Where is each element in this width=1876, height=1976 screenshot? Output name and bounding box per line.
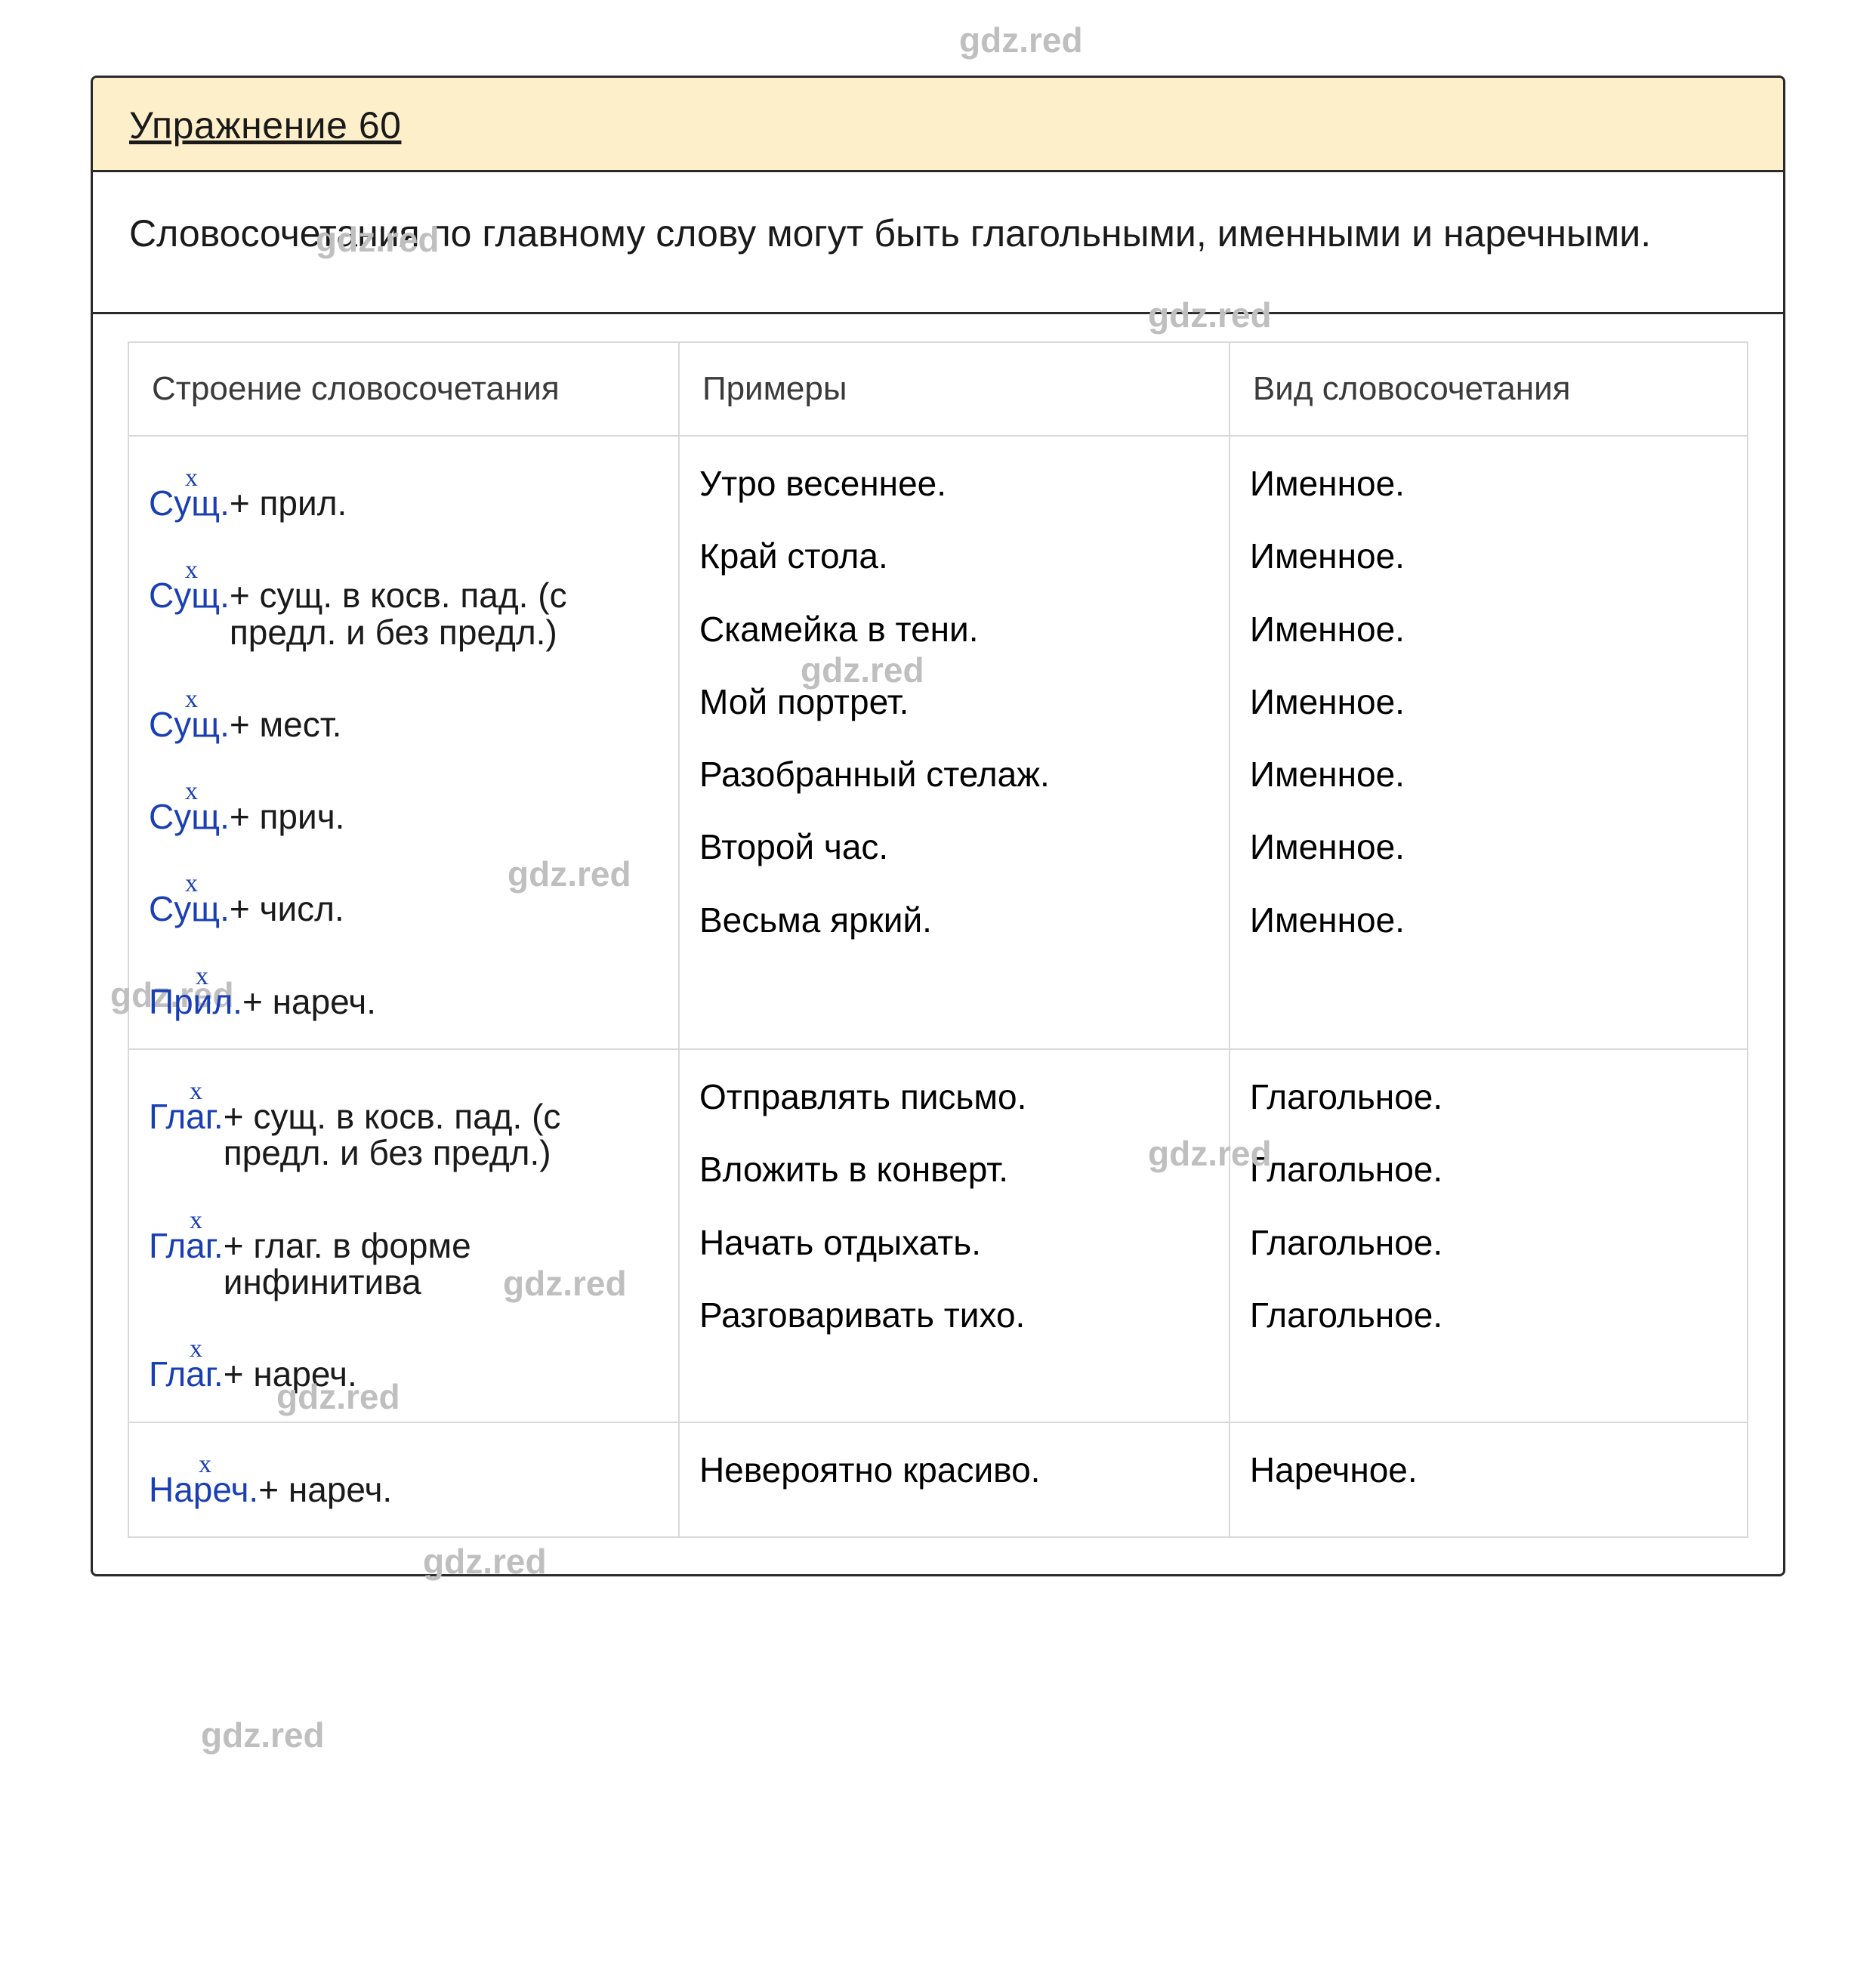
structure-item: xСущ. + прич. — [149, 779, 656, 835]
example-item: Второй час. — [699, 829, 1206, 865]
page-root: gdz.redgdz.redgdz.redgdz.redgdz.redgdz.r… — [0, 0, 1876, 1976]
cell-examples: Отправлять письмо. Вложить в конверт. Нача… — [679, 1049, 1230, 1422]
example-item: Вложить в конверт. — [699, 1151, 1206, 1187]
exercise-title: Упражнение 60 — [129, 104, 401, 147]
structure-text: Глаг. + глаг. в форме инфинитива — [149, 1227, 656, 1301]
watermark-text: gdz.red — [201, 1715, 325, 1755]
table-row: xНареч. + нареч. Невероятно красиво. Нареч… — [128, 1422, 1748, 1537]
structure-item: xСущ. + прил. — [149, 465, 656, 521]
structure-tail: + глаг. в форме инфинитива — [224, 1227, 656, 1301]
main-word: Сущ. — [149, 706, 230, 743]
example-item: Разобранный стелаж. — [699, 756, 1206, 792]
structure-text: Сущ. + мест. — [149, 706, 341, 743]
structure-item: xНареч. + нареч. — [149, 1452, 656, 1508]
table-container: Строение словосочетания Примеры Вид слов… — [93, 314, 1783, 1574]
example-item: Скамейка в тени. — [699, 611, 1206, 647]
structure-text: Прил. + нареч. — [149, 983, 376, 1020]
table-row: xГлаг. + сущ. в косв. пад. (с предл. и б… — [128, 1049, 1748, 1422]
structure-text: Глаг. + сущ. в косв. пад. (с предл. и бе… — [149, 1098, 656, 1172]
example-item: Утро весеннее. — [699, 465, 1206, 502]
col-kind: Вид словосочетания — [1230, 342, 1748, 436]
kind-item: Именное. — [1250, 829, 1724, 865]
cell-kind: Глагольное. Глагольное. Глагольное. Глаголь… — [1230, 1049, 1748, 1422]
table-row: xСущ. + прил. xСущ. + сущ. в косв. пад. (… — [128, 436, 1748, 1049]
kind-item: Глагольное. — [1250, 1079, 1724, 1115]
example-item: Невероятно красиво. — [699, 1452, 1206, 1488]
main-word: Прил. — [149, 983, 242, 1020]
table-header-row: Строение словосочетания Примеры Вид слов… — [128, 342, 1748, 436]
cell-kind: Именное. Именное. Именное. Именное. Именное.… — [1230, 436, 1748, 1049]
structure-text: Глаг. + нареч. — [149, 1356, 357, 1392]
structure-tail: + мест. — [230, 706, 342, 743]
kind-item: Именное. — [1250, 538, 1724, 574]
cell-kind: Наречное. — [1230, 1422, 1748, 1537]
example-item: Отправлять письмо. — [699, 1079, 1206, 1115]
structure-item: xГлаг. + сущ. в косв. пад. (с предл. и б… — [149, 1079, 656, 1172]
kind-item: Наречное. — [1250, 1452, 1724, 1488]
structure-item: xПрил. + нареч. — [149, 964, 656, 1020]
kind-item: Именное. — [1250, 902, 1724, 938]
main-word: Сущ. — [149, 891, 230, 927]
main-word: Сущ. — [149, 577, 230, 613]
structure-tail: + нареч. — [258, 1471, 392, 1508]
example-item: Разговаривать тихо. — [699, 1297, 1206, 1333]
example-item: Край стола. — [699, 538, 1206, 574]
cell-examples: Невероятно красиво. — [679, 1422, 1230, 1537]
main-word: Сущ. — [149, 485, 230, 521]
structure-tail: + прил. — [230, 485, 347, 521]
structure-item: xГлаг. + глаг. в форме инфинитива — [149, 1208, 656, 1301]
table-body: xСущ. + прил. xСущ. + сущ. в косв. пад. (… — [128, 436, 1748, 1537]
structure-tail: + нареч. — [242, 983, 376, 1020]
structure-text: Сущ. + сущ. в косв. пад. (с предл. и без… — [149, 577, 656, 650]
kind-item: Глагольное. — [1250, 1224, 1724, 1261]
cell-structure: xСущ. + прил. xСущ. + сущ. в косв. пад. (… — [128, 436, 679, 1049]
example-item: Весьма яркий. — [699, 902, 1206, 938]
structure-text: Нареч. + нареч. — [149, 1471, 392, 1508]
structure-item: xСущ. + сущ. в косв. пад. (с предл. и бе… — [149, 557, 656, 650]
col-examples: Примеры — [679, 342, 1230, 436]
structure-tail: + сущ. в косв. пад. (с предл. и без пред… — [224, 1098, 656, 1172]
main-word: Глаг. — [149, 1227, 224, 1264]
structure-tail: + прич. — [230, 798, 345, 835]
example-item: Мой портрет. — [699, 684, 1206, 720]
col-structure: Строение словосочетания — [128, 342, 679, 436]
structure-item: xГлаг. + нареч. — [149, 1336, 656, 1392]
kind-item: Именное. — [1250, 611, 1724, 647]
structure-text: Сущ. + числ. — [149, 891, 344, 927]
structure-item: xСущ. + числ. — [149, 871, 656, 927]
cell-structure: xГлаг. + сущ. в косв. пад. (с предл. и б… — [128, 1049, 679, 1422]
cell-structure: xНареч. + нареч. — [128, 1422, 679, 1537]
card-header: Упражнение 60 — [93, 78, 1783, 172]
main-word: Сущ. — [149, 798, 230, 835]
structure-tail: + числ. — [230, 891, 344, 927]
content-card: Упражнение 60 Словосочетания по главному… — [91, 76, 1785, 1576]
intro-text: Словосочетания по главному слову могут б… — [129, 198, 1747, 270]
kind-item: Именное. — [1250, 684, 1724, 720]
kind-item: Глагольное. — [1250, 1151, 1724, 1187]
kind-item: Именное. — [1250, 465, 1724, 502]
card-intro: Словосочетания по главному слову могут б… — [93, 172, 1783, 314]
main-word: Глаг. — [149, 1098, 224, 1135]
main-word: Нареч. — [149, 1471, 258, 1508]
cell-examples: Утро весеннее. Край стола. Скамейка в тени… — [679, 436, 1230, 1049]
main-word: Глаг. — [149, 1356, 224, 1392]
watermark-text: gdz.red — [959, 20, 1083, 60]
grammar-table: Строение словосочетания Примеры Вид слов… — [128, 341, 1748, 1538]
structure-item: xСущ. + мест. — [149, 687, 656, 743]
structure-tail: + нареч. — [224, 1356, 357, 1392]
example-item: Начать отдыхать. — [699, 1224, 1206, 1261]
kind-item: Именное. — [1250, 756, 1724, 792]
structure-tail: + сущ. в косв. пад. (с предл. и без пред… — [230, 577, 656, 650]
structure-text: Сущ. + прич. — [149, 798, 344, 835]
kind-item: Глагольное. — [1250, 1297, 1724, 1333]
structure-text: Сущ. + прил. — [149, 485, 347, 521]
